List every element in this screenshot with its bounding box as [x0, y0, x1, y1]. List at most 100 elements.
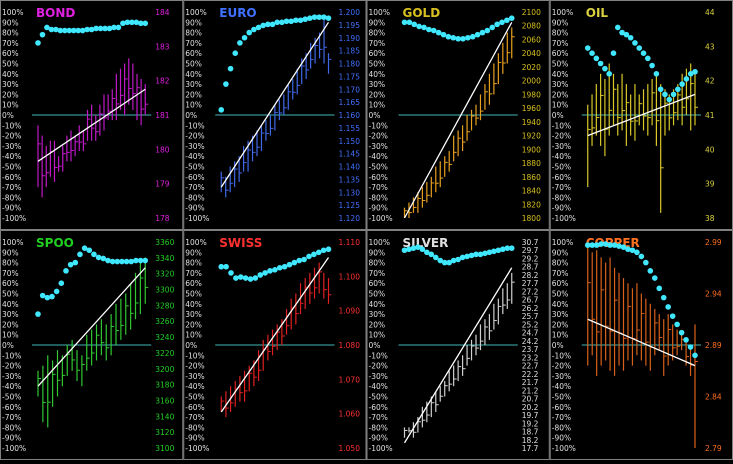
price-tick-label: 18.7 [522, 428, 539, 437]
panel-bond: 100%90% 80%70%60% 50%40%30%20% 10%0%-10% -20… [0, 0, 184, 230]
baby-blue-dot [137, 20, 144, 27]
baby-blue-dot [227, 65, 234, 72]
price-tick-label: 30.7 [522, 238, 539, 247]
baby-blue-dot [35, 40, 41, 46]
panel-euro: 100%90% 80%70%60% 50%40%30%20% 10%0%-10% -20… [183, 0, 367, 230]
pct-tick-label: 50% [552, 290, 569, 299]
price-tick-label: 1.190 [339, 34, 361, 43]
price-tick-label: 1.180 [339, 60, 361, 69]
pct-tick-label: -70% [2, 413, 21, 422]
baby-blue-dot [102, 25, 108, 32]
pct-tick-label: 20% [552, 90, 569, 99]
pct-tick-label: -20% [185, 132, 204, 141]
baby-blue-dot [114, 258, 121, 265]
baby-blue-dot [251, 26, 257, 33]
panel-title: SWISS [219, 236, 262, 250]
baby-blue-dot [411, 21, 418, 28]
baby-blue-dot [683, 337, 689, 343]
baby-blue-dot [142, 20, 149, 27]
baby-blue-dot [246, 29, 253, 36]
baby-blue-dot [109, 258, 116, 265]
baby-blue-dot [119, 258, 125, 265]
pct-tick-label: -20% [552, 362, 571, 371]
baby-blue-dot [142, 257, 149, 264]
pct-tick-label: -90% [552, 204, 571, 213]
price-tick-label: 1.150 [339, 137, 361, 146]
price-tick-label: 1960 [522, 104, 541, 113]
baby-blue-dot [602, 241, 609, 247]
baby-blue-dot [115, 24, 122, 31]
pct-tick-label: -30% [552, 372, 571, 381]
baby-blue-dot [63, 268, 69, 274]
panel-gold: 100%90% 80%70%60% 50%40%30%20% 10%0%-10% -20… [366, 0, 550, 230]
price-tick-label: 1.120 [339, 214, 361, 223]
baby-blue-dot [128, 258, 135, 265]
price-tick-label: 25.7 [522, 312, 539, 321]
pct-tick-label: 10% [369, 101, 386, 110]
pct-tick-label: -100% [552, 214, 576, 223]
pct-tick-label: 20% [369, 320, 386, 329]
pct-tick-label: 20% [185, 320, 202, 329]
baby-blue-dot [218, 263, 225, 270]
pct-tick-label: 20% [369, 90, 386, 99]
pct-tick-label: -30% [185, 372, 204, 381]
pct-tick-label: -30% [369, 142, 388, 151]
baby-blue-dot [649, 62, 655, 69]
price-tick-label: 29.2 [522, 254, 539, 263]
price-tick-label: 1.200 [339, 8, 361, 17]
price-tick-label: 20.7 [522, 395, 539, 404]
price-tick-label: 22.7 [522, 362, 539, 371]
baby-blue-dot [455, 35, 461, 42]
pct-tick-label: -70% [2, 183, 21, 192]
baby-blue-dot [93, 25, 99, 32]
regression-line [587, 93, 696, 137]
baby-blue-dot [302, 16, 308, 23]
price-tick-label: 3320 [155, 270, 174, 279]
price-tick-label: 2040 [522, 49, 541, 58]
pct-tick-label: -70% [185, 183, 204, 192]
baby-blue-dot [67, 261, 74, 268]
baby-blue-dot [111, 24, 117, 31]
baby-blue-dot [301, 256, 307, 263]
baby-blue-dot [477, 251, 484, 258]
baby-blue-dot [81, 245, 88, 251]
pct-tick-label: 80% [185, 259, 202, 268]
baby-blue-dot [504, 17, 510, 24]
baby-blue-dot [584, 242, 591, 248]
price-tick-label: 1.080 [339, 341, 361, 350]
baby-blue-dot [616, 243, 622, 249]
baby-blue-dot [619, 29, 625, 36]
pct-tick-label: -30% [552, 142, 571, 151]
baby-blue-dot [120, 20, 126, 27]
baby-blue-dot [629, 247, 636, 254]
baby-blue-dot [276, 264, 283, 271]
panel-frame [366, 0, 550, 230]
baby-blue-dot [62, 27, 68, 34]
baby-blue-dot [86, 247, 93, 254]
pct-tick-label: -20% [2, 132, 21, 141]
baby-blue-dot [123, 258, 130, 265]
baby-blue-dot [237, 40, 243, 46]
baby-blue-dot [486, 249, 493, 256]
price-tick-label: 38 [705, 214, 715, 223]
baby-blue-dot [53, 26, 59, 33]
baby-blue-dot [91, 251, 97, 258]
pct-tick-label: -40% [552, 382, 571, 391]
pct-tick-label: -90% [369, 434, 388, 443]
pct-tick-label: -10% [185, 121, 204, 130]
pct-tick-label: -60% [2, 173, 21, 182]
baby-blue-dot [72, 259, 79, 266]
baby-blue-dot [440, 31, 447, 38]
baby-blue-dot [484, 27, 491, 34]
baby-blue-dot [606, 71, 612, 77]
baby-blue-dot [662, 91, 668, 98]
pct-tick-label: -100% [185, 214, 209, 223]
pct-tick-label: 40% [552, 300, 569, 309]
baby-blue-dot [611, 242, 618, 248]
pct-tick-label: -70% [369, 183, 388, 192]
baby-blue-dot [133, 257, 139, 264]
pct-tick-label: 20% [185, 90, 202, 99]
pct-tick-label: 40% [552, 70, 569, 79]
baby-blue-dot [430, 27, 437, 34]
